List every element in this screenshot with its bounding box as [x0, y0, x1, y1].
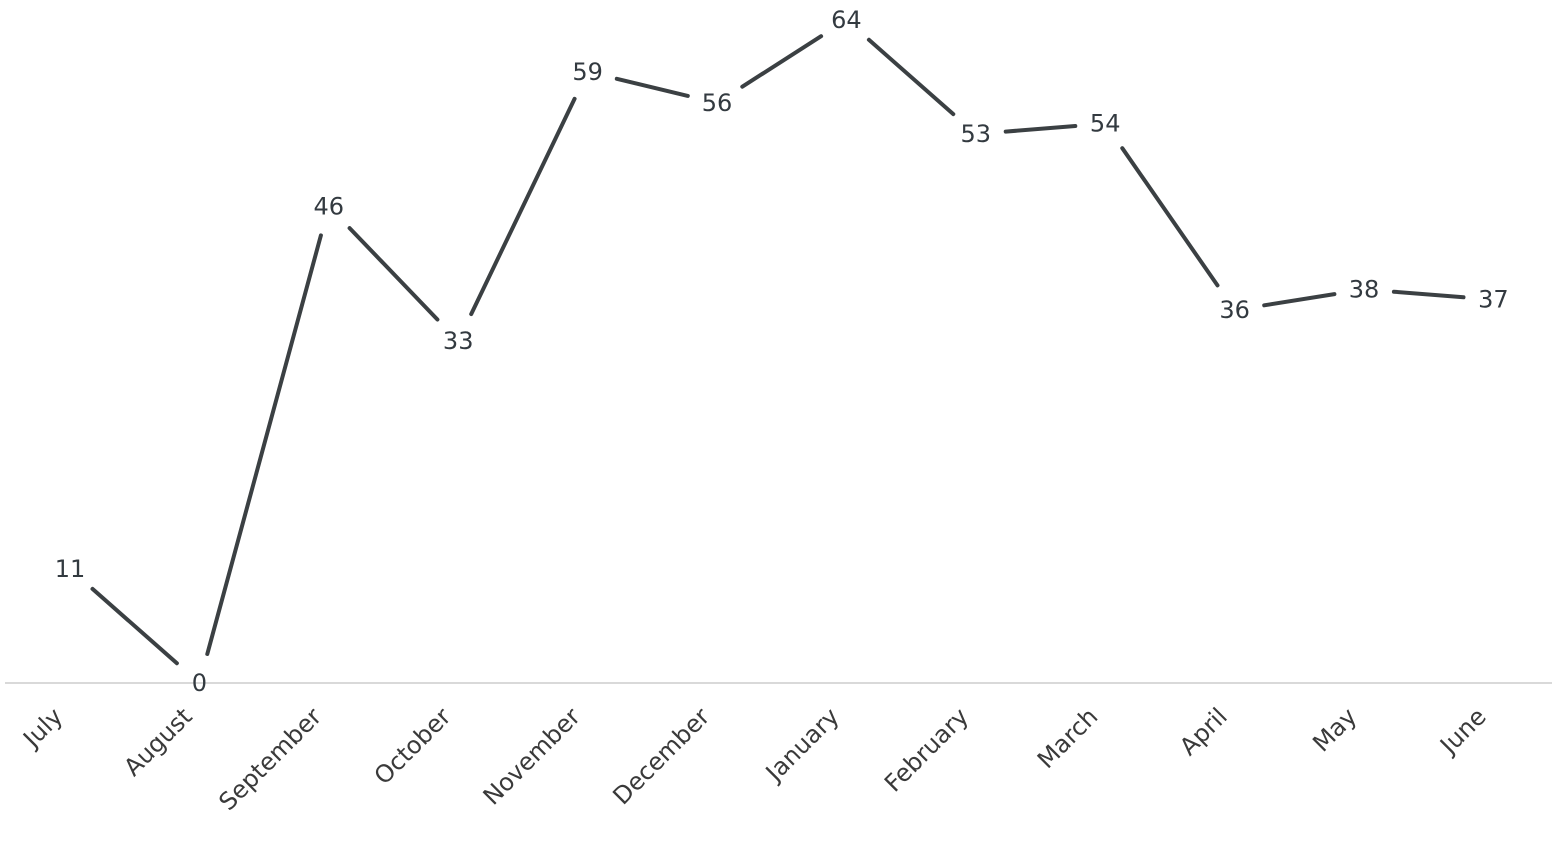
- line-segment-july-august: [90, 586, 179, 666]
- data-label-july: 11: [55, 555, 86, 583]
- x-tick-may: May: [1307, 702, 1362, 757]
- x-tick-july: July: [17, 702, 69, 754]
- data-label-march: 54: [1090, 110, 1121, 138]
- series-line: [90, 34, 1466, 666]
- x-tick-labels: July August September October November Decemb…: [17, 702, 1492, 816]
- data-label-november: 59: [572, 58, 603, 86]
- x-tick-march: March: [1032, 702, 1104, 774]
- line-segment-february-march: [1003, 124, 1078, 134]
- x-tick-april: April: [1174, 702, 1233, 761]
- data-label-january: 64: [831, 6, 862, 34]
- line-segment-march-april: [1120, 146, 1220, 288]
- line-segment-november-december: [614, 76, 690, 98]
- line-segment-august-september: [205, 233, 323, 656]
- data-label-september: 46: [314, 193, 345, 221]
- line-segment-september-october: [347, 226, 440, 322]
- data-label-june: 37: [1478, 286, 1509, 314]
- line-segment-december-january: [740, 34, 824, 89]
- x-tick-january: January: [759, 702, 845, 788]
- x-tick-october: October: [369, 702, 457, 790]
- data-label-may: 38: [1349, 275, 1380, 303]
- x-tick-june: June: [1433, 702, 1491, 760]
- data-label-february: 53: [961, 120, 992, 148]
- line-segment-april-may: [1262, 292, 1337, 308]
- line-segment-may-june: [1391, 289, 1466, 300]
- data-label-august: 0: [192, 669, 207, 697]
- data-label-december: 56: [702, 89, 733, 117]
- x-tick-february: February: [879, 702, 974, 797]
- line-segment-january-february: [866, 37, 956, 117]
- data-labels: 11 0 46 33 59 56 64 53 54 36 38 37: [55, 6, 1509, 697]
- x-tick-august: August: [118, 702, 197, 781]
- line-segment-october-november: [469, 96, 577, 317]
- data-label-april: 36: [1219, 296, 1250, 324]
- x-tick-december: December: [607, 702, 715, 810]
- x-tick-november: November: [478, 702, 586, 810]
- data-label-october: 33: [443, 327, 474, 355]
- x-tick-september: September: [213, 702, 327, 816]
